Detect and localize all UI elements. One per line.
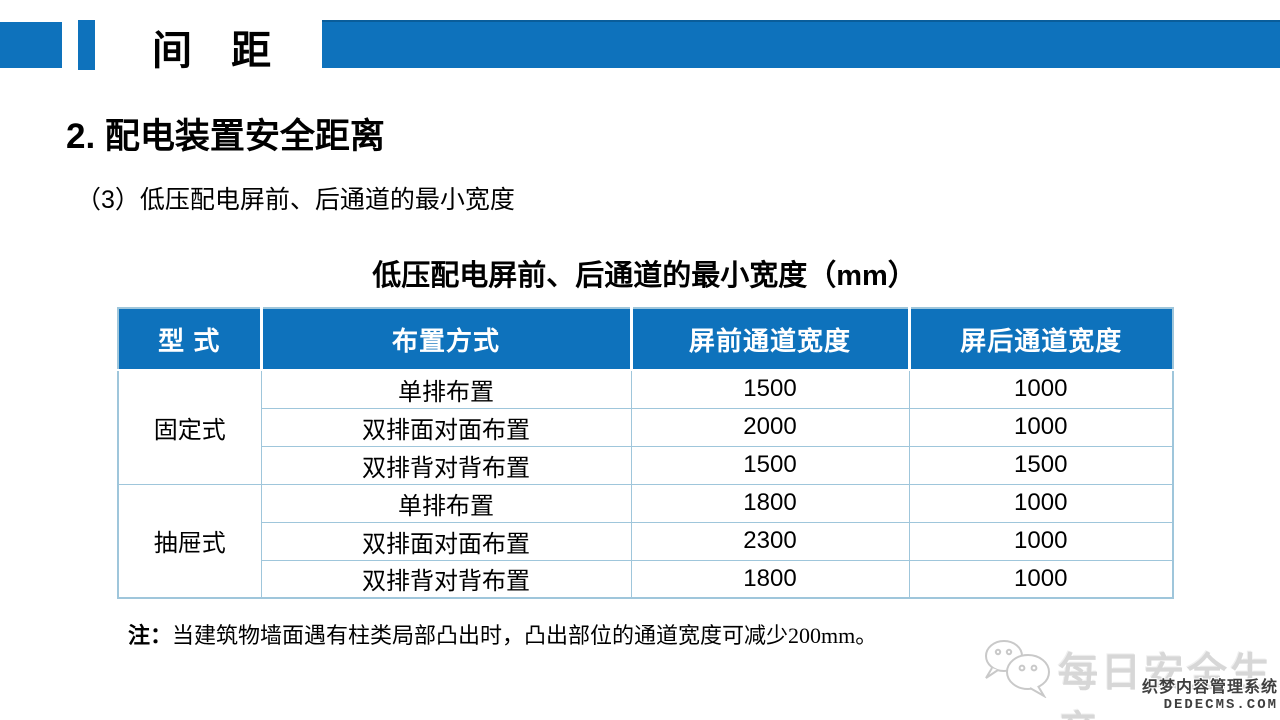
banner-blue-bar xyxy=(322,20,1280,68)
table-row: 双排背对背布置 1800 1000 xyxy=(118,559,1174,599)
cell-front-width: 1800 xyxy=(630,483,910,523)
banner-decoration-rect xyxy=(0,22,62,68)
cms-watermark-chinese: 织梦内容管理系统 xyxy=(1141,679,1278,696)
section-subheading: （3）低压配电屏前、后通道的最小宽度 xyxy=(76,186,515,214)
cms-watermark-domain: DEDECMS.COM xyxy=(1163,697,1278,714)
cell-rear-width: 1000 xyxy=(908,559,1174,599)
watermark-brand-text: 每日安全生产 xyxy=(1058,651,1273,720)
cell-arrangement: 双排面对面布置 xyxy=(260,521,632,561)
footnote: 注：当建筑物墙面遇有柱类局部凸出时，凸出部位的通道宽度可减少200mm。 xyxy=(128,618,877,650)
cms-watermark: 织梦内容管理系统 DEDECMS.COM xyxy=(1142,679,1278,713)
type-group-fixed: 固定式 xyxy=(117,369,262,485)
cell-front-width: 1500 xyxy=(630,369,910,409)
footnote-text: 当建筑物墙面遇有柱类局部凸出时，凸出部位的通道宽度可减少200mm。 xyxy=(172,623,878,648)
cell-arrangement: 双排背对背布置 xyxy=(260,445,632,485)
cell-arrangement: 双排背对背布置 xyxy=(260,559,632,599)
cell-front-width: 1500 xyxy=(630,445,910,485)
cell-rear-width: 1000 xyxy=(908,369,1174,409)
slide-banner-title: 间 距 xyxy=(152,29,286,73)
column-header-rear-width: 屏后通道宽度 xyxy=(909,308,1173,371)
table-title: 低压配电屏前、后通道的最小宽度（mm） xyxy=(372,260,917,292)
column-header-arrangement: 布置方式 xyxy=(261,308,633,371)
table-row: 固定式 单排布置 1500 1000 xyxy=(117,369,1174,485)
cell-arrangement: 双排面对面布置 xyxy=(260,407,632,447)
type-group-drawer: 抽屉式 xyxy=(117,483,262,599)
cell-front-width: 2000 xyxy=(630,407,910,447)
cell-rear-width: 1500 xyxy=(908,445,1174,485)
cell-rear-width: 1000 xyxy=(908,407,1174,447)
cell-rear-width: 1000 xyxy=(908,521,1174,561)
table-row: 双排背对背布置 1500 1500 xyxy=(118,445,1174,485)
table-row: 抽屉式 单排布置 1800 1000 xyxy=(117,483,1174,599)
banner-decoration-bar xyxy=(78,20,95,70)
wechat-bubbles-icon xyxy=(985,640,1050,698)
footnote-label: 注： xyxy=(128,623,173,648)
cell-arrangement: 单排布置 xyxy=(260,369,632,409)
table-row: 双排面对面布置 2300 1000 xyxy=(118,521,1174,561)
section-heading: 2. 配电装置安全距离 xyxy=(66,117,385,156)
cell-rear-width: 1000 xyxy=(908,483,1174,523)
cell-front-width: 1800 xyxy=(630,559,910,599)
table-header-row: 型 式 布置方式 屏前通道宽度 屏后通道宽度 xyxy=(118,308,1173,371)
column-header-type: 型 式 xyxy=(118,308,263,371)
column-header-front-width: 屏前通道宽度 xyxy=(631,308,911,371)
min-width-spec-table: 型 式 布置方式 屏前通道宽度 屏后通道宽度 固定式 单排布置 1500 100… xyxy=(117,307,1174,599)
cell-front-width: 2300 xyxy=(630,521,910,561)
table-row: 双排面对面布置 2000 1000 xyxy=(118,407,1174,447)
cell-arrangement: 单排布置 xyxy=(260,483,632,523)
